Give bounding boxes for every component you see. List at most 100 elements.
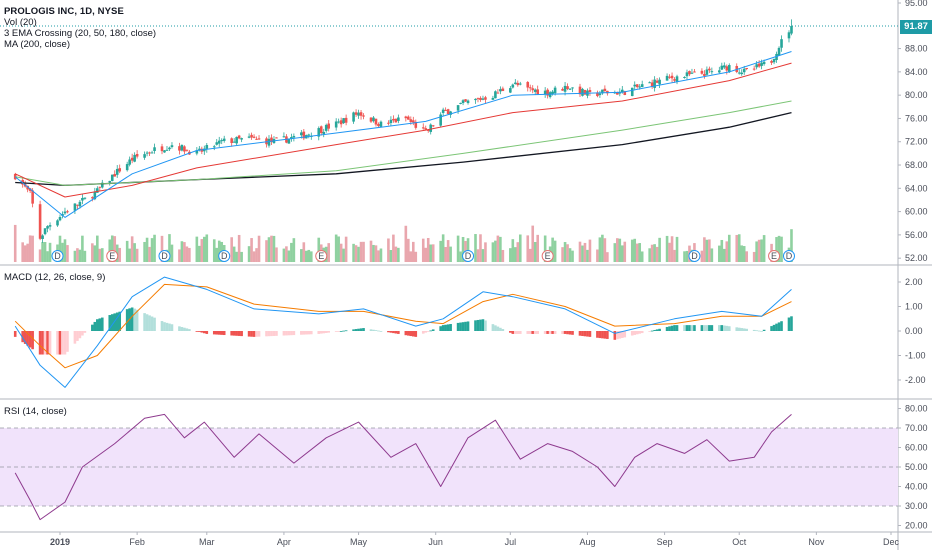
candle-body (160, 146, 164, 152)
macd-histogram-bar (421, 331, 425, 334)
candle-body (421, 127, 425, 129)
macd-histogram-bar (494, 325, 497, 331)
volume-bar (586, 249, 589, 262)
candle-body (640, 84, 644, 88)
volume-bar (700, 250, 704, 262)
candle-body (339, 120, 343, 125)
volume-bar (198, 245, 201, 262)
volume-bar (232, 246, 236, 262)
macd-histogram-bar (670, 325, 674, 331)
candle-body (392, 118, 395, 121)
volume-bar (683, 251, 686, 262)
macd-histogram-bar (31, 331, 34, 350)
volume-bar (476, 249, 480, 262)
candle-body (658, 79, 661, 85)
volume-bar (78, 249, 82, 262)
rsi-tick-label: 20.00 (905, 521, 928, 531)
macd-histogram-bar (41, 331, 44, 355)
candle-body (690, 72, 694, 74)
candle-body (775, 53, 778, 60)
event-marker-label: D (54, 251, 61, 261)
dividend-marker (688, 250, 701, 262)
volume-bar (596, 249, 599, 262)
volume-bar (528, 248, 532, 262)
candle-body (195, 150, 199, 154)
candle-body (230, 138, 233, 144)
candle-body (394, 118, 398, 123)
candle-body (474, 98, 477, 101)
ema180-line (15, 100, 792, 186)
time-tick-label: 2019 (50, 537, 70, 547)
candle-body (603, 88, 607, 91)
volume-bar (638, 243, 642, 262)
macd-histogram-bar (710, 325, 714, 331)
candle-body (491, 97, 495, 100)
candle-body (546, 89, 549, 96)
candle-body (414, 121, 418, 128)
candle-body (354, 112, 358, 115)
volume-bar (110, 235, 114, 262)
candle-body (76, 204, 79, 206)
volume-bar (185, 246, 189, 262)
macd-histogram-bar (658, 328, 661, 331)
macd-histogram-bar (668, 326, 671, 331)
candle-body (145, 152, 149, 154)
volume-bar (444, 246, 447, 262)
candle-body (635, 84, 639, 88)
macd-histogram-bar (76, 331, 79, 341)
macd-histogram-bar (359, 328, 363, 331)
dividend-marker (782, 250, 795, 262)
macd-histogram-bar (352, 329, 355, 331)
volume-bar (431, 244, 435, 262)
volume-bar (113, 236, 117, 262)
macd-histogram-bar (474, 320, 477, 331)
candle-body (481, 98, 485, 100)
macd-histogram-bar (287, 331, 291, 336)
volume-bar (757, 239, 761, 262)
macd-histogram-bar (568, 331, 572, 335)
macd-histogram-bar (606, 331, 609, 339)
macd-histogram-bar (319, 331, 323, 334)
candle-body (596, 92, 599, 97)
volume-bar (752, 251, 756, 262)
volume-bar (566, 244, 569, 262)
macd-histogram-bar (282, 331, 286, 336)
macd-histogram-bar (21, 331, 24, 343)
candle-body (178, 146, 181, 151)
volume-bar (755, 241, 758, 262)
volume-bar (275, 247, 278, 262)
candle-body (670, 75, 674, 79)
candle-body (387, 122, 390, 124)
macd-histogram-bar (429, 330, 433, 332)
macd-histogram-bar (439, 326, 442, 331)
candle-body (43, 228, 47, 235)
volume-bar (205, 234, 209, 262)
volume-bar (446, 240, 450, 262)
macd-histogram-bar (240, 331, 243, 337)
macd-histogram-bar (255, 331, 258, 337)
macd-histogram-bar (703, 325, 706, 331)
volume-bar (212, 239, 216, 262)
candle-body (683, 76, 686, 78)
candle-body (180, 144, 184, 151)
price-tick-label: 88.00 (905, 44, 928, 54)
price-tick-label: 64.00 (905, 183, 928, 193)
candle-body (41, 235, 44, 240)
macd-histogram-bar (414, 331, 418, 337)
volume-bar (551, 237, 554, 262)
candle-body (581, 88, 584, 96)
macd-histogram-bar (250, 331, 253, 337)
volume-bar (250, 238, 253, 262)
volume-bar (46, 251, 49, 262)
volume-bar (180, 241, 184, 262)
candle-body (411, 120, 415, 123)
candle-body (620, 89, 624, 93)
volume-bar (96, 235, 99, 262)
candle-body (571, 87, 574, 89)
candle-body (446, 109, 450, 115)
macd-histogram-bar (397, 331, 400, 334)
macd-histogram-bar (461, 322, 465, 331)
macd-histogram-bar (354, 329, 358, 331)
candle-body (531, 88, 535, 91)
